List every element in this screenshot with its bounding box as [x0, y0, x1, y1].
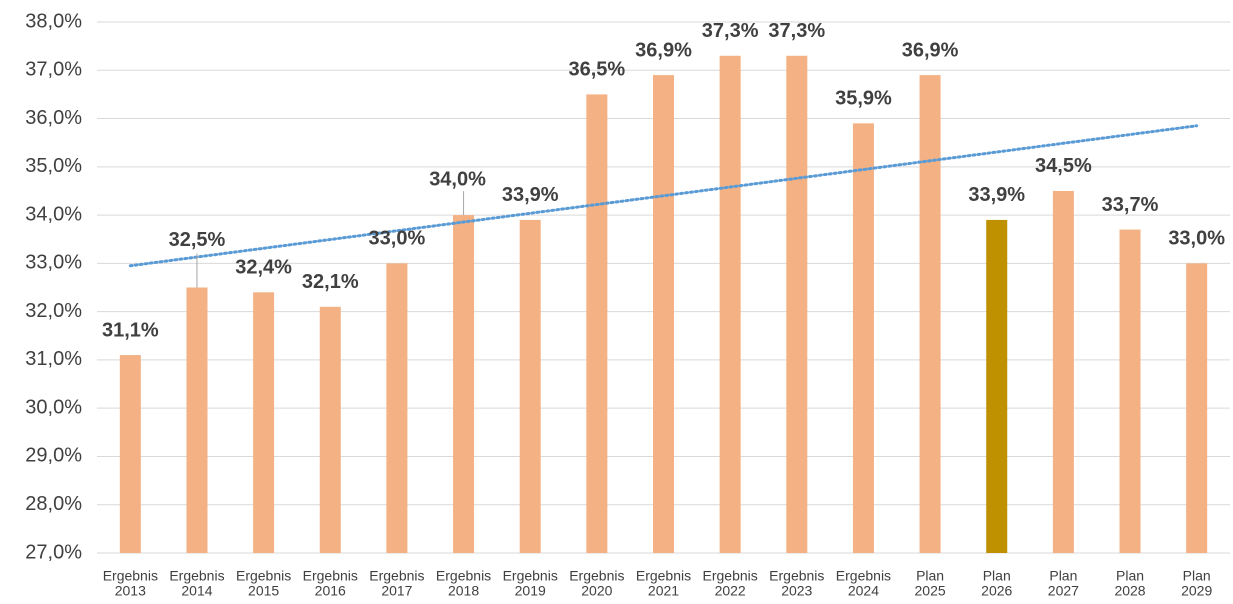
x-tick-label: Plan	[1183, 568, 1211, 584]
x-tick-label: 2016	[315, 583, 346, 599]
bar	[1119, 229, 1141, 553]
bar	[986, 219, 1008, 553]
data-label: 36,9%	[902, 39, 959, 61]
data-label: 35,9%	[835, 88, 892, 110]
bar	[319, 306, 341, 553]
x-tick-label: Ergebnis	[569, 568, 624, 584]
data-label: 34,5%	[1035, 155, 1092, 177]
x-tick-label: Ergebnis	[836, 568, 891, 584]
x-tick-label: Plan	[1049, 568, 1077, 584]
x-tick-label: Ergebnis	[236, 568, 291, 584]
data-label: 33,0%	[369, 228, 426, 250]
x-tick-label: 2024	[848, 583, 879, 599]
y-tick-label: 32,0%	[25, 300, 82, 322]
bar	[186, 287, 208, 553]
x-tick-label: 2015	[248, 583, 279, 599]
data-label: 33,0%	[1168, 228, 1225, 250]
y-tick-label: 28,0%	[25, 493, 82, 515]
data-label: 36,5%	[568, 59, 625, 81]
data-label: 37,3%	[702, 20, 759, 42]
x-tick-label: Plan	[916, 568, 944, 584]
x-tick-label: 2028	[1114, 583, 1145, 599]
bar	[653, 75, 674, 553]
x-tick-label: 2025	[915, 583, 946, 599]
x-tick-label: Ergebnis	[436, 568, 491, 584]
y-tick-label: 33,0%	[25, 252, 82, 274]
x-tick-label: 2017	[381, 583, 412, 599]
data-label: 33,7%	[1102, 194, 1159, 216]
x-tick-label: Ergebnis	[703, 568, 758, 584]
bar	[586, 94, 608, 553]
x-tick-label: 2018	[448, 583, 479, 599]
data-label: 36,9%	[635, 39, 692, 61]
x-tick-label: 2022	[715, 583, 746, 599]
bar	[253, 292, 275, 553]
x-tick-label: 2026	[981, 583, 1012, 599]
bar	[719, 55, 741, 554]
y-tick-label: 30,0%	[25, 396, 82, 418]
data-label: 32,5%	[169, 229, 226, 251]
bar	[453, 215, 475, 553]
x-tick-label: Plan	[983, 568, 1011, 584]
y-tick-label: 29,0%	[25, 445, 82, 467]
y-tick-label: 37,0%	[25, 59, 82, 81]
bar	[919, 75, 941, 553]
bar	[519, 219, 541, 553]
x-tick-label: 2013	[115, 583, 146, 599]
x-tick-label: Ergebnis	[103, 568, 158, 584]
bar	[786, 55, 808, 554]
bar	[1052, 190, 1074, 554]
y-tick-label: 38,0%	[25, 10, 82, 32]
x-tick-label: 2029	[1181, 583, 1212, 599]
data-label: 31,1%	[102, 319, 159, 341]
data-label: 33,9%	[968, 184, 1025, 206]
data-label: 34,0%	[429, 168, 486, 190]
x-tick-label: Ergebnis	[369, 568, 424, 584]
y-tick-label: 36,0%	[25, 107, 82, 129]
x-tick-label: 2020	[581, 583, 612, 599]
y-tick-label: 34,0%	[25, 203, 82, 225]
x-tick-label: 2014	[181, 583, 212, 599]
x-tick-label: Ergebnis	[636, 568, 691, 584]
y-tick-label: 27,0%	[25, 541, 82, 563]
x-tick-label: Ergebnis	[303, 568, 358, 584]
data-label: 33,9%	[502, 184, 559, 206]
x-tick-label: 2023	[781, 583, 812, 599]
data-label: 37,3%	[768, 20, 825, 42]
x-tick-label: 2027	[1048, 583, 1079, 599]
trendline	[128, 124, 1199, 268]
bar	[852, 123, 874, 553]
x-tick-label: 2021	[648, 583, 679, 599]
x-tick-label: Ergebnis	[769, 568, 824, 584]
bar	[386, 263, 408, 553]
bar	[1186, 263, 1208, 553]
x-tick-label: Plan	[1116, 568, 1144, 584]
x-tick-label: Ergebnis	[169, 568, 224, 584]
y-tick-label: 35,0%	[25, 155, 82, 177]
bar	[119, 355, 141, 553]
x-tick-label: Ergebnis	[503, 568, 558, 584]
data-label: 32,1%	[302, 271, 359, 293]
data-label: 32,4%	[235, 257, 292, 279]
y-tick-label: 31,0%	[25, 348, 82, 370]
x-tick-label: 2019	[515, 583, 546, 599]
